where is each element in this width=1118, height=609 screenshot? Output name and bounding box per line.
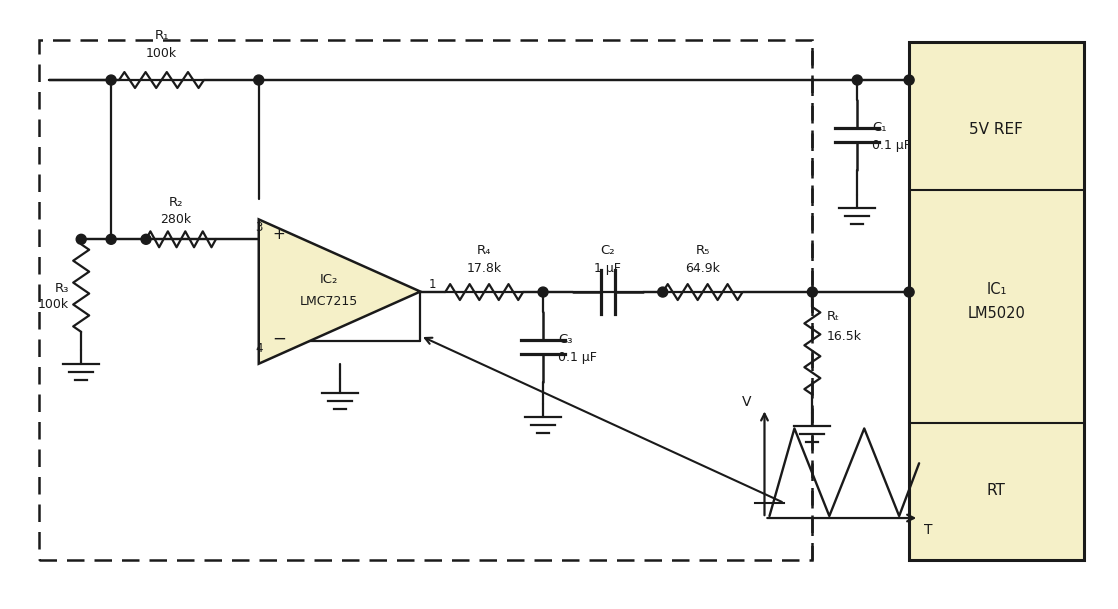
Text: 0.1 μF: 0.1 μF xyxy=(872,139,911,152)
Circle shape xyxy=(904,75,915,85)
Text: LMC7215: LMC7215 xyxy=(300,295,358,308)
Circle shape xyxy=(657,287,667,297)
Text: IC₁: IC₁ xyxy=(986,281,1006,297)
Text: C₁: C₁ xyxy=(872,121,887,135)
Text: R₄: R₄ xyxy=(477,244,492,257)
Circle shape xyxy=(141,234,151,244)
Text: −: − xyxy=(273,330,286,348)
Text: T: T xyxy=(925,523,932,537)
Circle shape xyxy=(76,234,86,244)
Circle shape xyxy=(538,287,548,297)
Text: 17.8k: 17.8k xyxy=(466,262,502,275)
Text: +: + xyxy=(273,227,285,242)
Text: R₁: R₁ xyxy=(154,29,169,42)
Circle shape xyxy=(106,75,116,85)
Text: IC₂: IC₂ xyxy=(320,273,338,286)
Text: 3: 3 xyxy=(255,221,263,234)
Text: C₂: C₂ xyxy=(600,244,615,257)
Text: C₃: C₃ xyxy=(558,333,572,347)
Text: 5V REF: 5V REF xyxy=(969,122,1023,137)
Circle shape xyxy=(852,75,862,85)
Text: 280k: 280k xyxy=(160,213,191,227)
Text: 16.5k: 16.5k xyxy=(826,330,861,343)
Text: R₅: R₅ xyxy=(695,244,710,257)
Text: 0.1 μF: 0.1 μF xyxy=(558,351,597,364)
FancyBboxPatch shape xyxy=(909,42,1083,560)
Text: V: V xyxy=(741,395,751,409)
Text: 100k: 100k xyxy=(38,298,69,311)
Text: 4: 4 xyxy=(255,342,263,355)
Text: Rₜ: Rₜ xyxy=(826,311,840,323)
Text: R₂: R₂ xyxy=(169,197,183,209)
Text: LM5020: LM5020 xyxy=(967,306,1025,322)
Polygon shape xyxy=(258,219,420,364)
Circle shape xyxy=(904,287,915,297)
Text: 1: 1 xyxy=(428,278,436,290)
Text: 100k: 100k xyxy=(146,47,177,60)
Text: RT: RT xyxy=(987,483,1006,498)
Circle shape xyxy=(254,75,264,85)
Circle shape xyxy=(106,234,116,244)
Circle shape xyxy=(807,287,817,297)
Text: 64.9k: 64.9k xyxy=(685,262,720,275)
Text: R₃: R₃ xyxy=(55,281,69,295)
Text: 1 μF: 1 μF xyxy=(595,262,622,275)
